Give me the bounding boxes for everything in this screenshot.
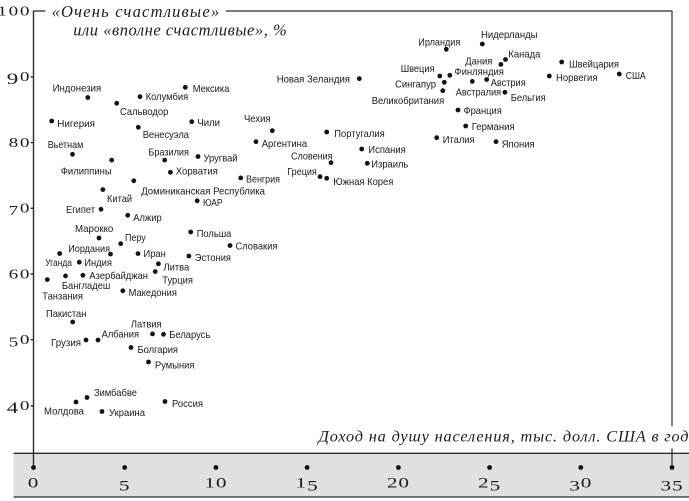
- svg-text:Германия: Германия: [472, 121, 515, 133]
- svg-text:Молдова: Молдова: [44, 405, 84, 417]
- svg-text:Нидерланды: Нидерланды: [481, 29, 538, 41]
- svg-text:50: 50: [9, 332, 32, 350]
- svg-text:Дания: Дания: [465, 55, 492, 67]
- svg-text:Египет: Египет: [66, 204, 95, 216]
- svg-text:60: 60: [9, 266, 32, 281]
- svg-text:15: 15: [296, 475, 319, 493]
- svg-text:Уганда: Уганда: [45, 257, 72, 269]
- svg-text:Марокко: Марокко: [75, 223, 113, 235]
- svg-text:80: 80: [9, 135, 32, 150]
- svg-text:Азербайджан: Азербайджан: [89, 270, 148, 282]
- svg-text:Доход на душу населения, тыс.: Доход на душу населения, тыс. долл. США …: [317, 426, 689, 445]
- svg-text:Бразилия: Бразилия: [148, 146, 189, 158]
- svg-text:Мексика: Мексика: [193, 83, 230, 95]
- svg-text:Австрия: Австрия: [491, 77, 526, 89]
- svg-text:Перу: Перу: [125, 232, 146, 244]
- svg-text:Литва: Литва: [164, 262, 190, 274]
- svg-text:Сальводор: Сальводор: [120, 106, 168, 118]
- svg-text:Венгрия: Венгрия: [246, 173, 280, 185]
- svg-text:Бельгия: Бельгия: [511, 92, 546, 104]
- svg-text:Украина: Украина: [109, 407, 145, 419]
- svg-text:Словакия: Словакия: [236, 241, 278, 253]
- svg-text:или «вполне счастливые», %: или «вполне счастливые», %: [73, 21, 287, 40]
- svg-text:Албания: Албания: [102, 329, 140, 341]
- svg-text:30: 30: [569, 475, 592, 493]
- svg-text:Чехия: Чехия: [244, 113, 271, 125]
- svg-text:Испания: Испания: [368, 144, 406, 156]
- svg-text:Беларусь: Беларусь: [169, 329, 210, 341]
- svg-text:Швейцария: Швейцария: [569, 58, 619, 70]
- svg-text:0: 0: [28, 475, 40, 491]
- svg-text:Новая Зеландия: Новая Зеландия: [277, 73, 350, 85]
- svg-text:35: 35: [660, 478, 683, 494]
- svg-text:5: 5: [119, 478, 131, 494]
- svg-text:Пакистан: Пакистан: [46, 308, 87, 320]
- svg-text:Италия: Италия: [443, 134, 475, 146]
- svg-text:Австралия: Австралия: [456, 86, 501, 98]
- svg-text:40: 40: [7, 398, 31, 417]
- svg-text:Грузия: Грузия: [51, 337, 81, 349]
- svg-text:Индия: Индия: [84, 257, 112, 269]
- svg-text:Румыния: Румыния: [155, 359, 194, 371]
- svg-text:Южная Корея: Южная Корея: [333, 176, 393, 188]
- svg-text:Норвегия: Норвегия: [556, 72, 598, 84]
- svg-text:Уругвай: Уругвай: [204, 152, 238, 164]
- svg-text:Нигерия: Нигерия: [57, 118, 95, 130]
- svg-text:Словения: Словения: [291, 150, 333, 162]
- svg-text:ЮАР: ЮАР: [203, 197, 223, 209]
- svg-text:Великобритания: Великобритания: [372, 95, 445, 107]
- svg-text:Вьетнам: Вьетнам: [48, 139, 84, 151]
- svg-text:Россия: Россия: [172, 398, 203, 410]
- svg-text:Индонезия: Индонезия: [53, 83, 102, 95]
- svg-text:Япония: Япония: [502, 138, 535, 150]
- svg-text:Иран: Иран: [144, 248, 166, 260]
- svg-text:10: 10: [204, 475, 227, 491]
- svg-text:Филиппины: Филиппины: [61, 166, 112, 178]
- svg-text:Колумбия: Колумбия: [146, 91, 189, 103]
- svg-text:Польша: Польша: [197, 228, 232, 240]
- svg-text:Чили: Чили: [197, 117, 220, 129]
- svg-text:Ирландия: Ирландия: [418, 37, 460, 49]
- svg-text:25: 25: [478, 475, 501, 493]
- svg-text:Турция: Турция: [162, 274, 193, 286]
- svg-text:20: 20: [387, 475, 410, 491]
- svg-text:Канада: Канада: [508, 48, 540, 60]
- svg-text:Латвия: Латвия: [131, 319, 162, 331]
- svg-text:Венесуэла: Венесуэла: [143, 129, 189, 141]
- svg-text:Македония: Македония: [129, 287, 177, 299]
- svg-text:Эстония: Эстония: [195, 252, 231, 264]
- svg-text:Финляндия: Финляндия: [454, 66, 504, 78]
- svg-text:Сингапур: Сингапур: [395, 78, 436, 90]
- svg-text:90: 90: [7, 69, 31, 88]
- svg-text:Зимбабве: Зимбабве: [94, 387, 137, 399]
- svg-text:Израиль: Израиль: [371, 159, 408, 171]
- svg-text:Португалия: Португалия: [334, 128, 384, 140]
- svg-text:Танзания: Танзания: [42, 290, 83, 302]
- svg-text:Бангладеш: Бангладеш: [62, 280, 111, 292]
- svg-text:Франция: Франция: [464, 105, 502, 117]
- svg-text:Китай: Китай: [107, 193, 132, 205]
- svg-text:США: США: [626, 70, 646, 82]
- svg-text:Швеция: Швеция: [401, 63, 435, 75]
- svg-text:Иордания: Иордания: [68, 243, 110, 255]
- svg-text:Алжир: Алжир: [133, 212, 162, 224]
- svg-text:Аргентина: Аргентина: [262, 138, 308, 150]
- svg-text:Греция: Греция: [287, 166, 317, 178]
- svg-text:Болгария: Болгария: [138, 344, 179, 356]
- svg-text:70: 70: [9, 200, 32, 218]
- svg-text:Доминиканская Республика: Доминиканская Республика: [141, 185, 265, 197]
- svg-text:Хорватия: Хорватия: [176, 166, 218, 178]
- svg-text:100: 100: [0, 3, 31, 18]
- svg-text:«Очень счастливые»: «Очень счастливые»: [52, 2, 220, 21]
